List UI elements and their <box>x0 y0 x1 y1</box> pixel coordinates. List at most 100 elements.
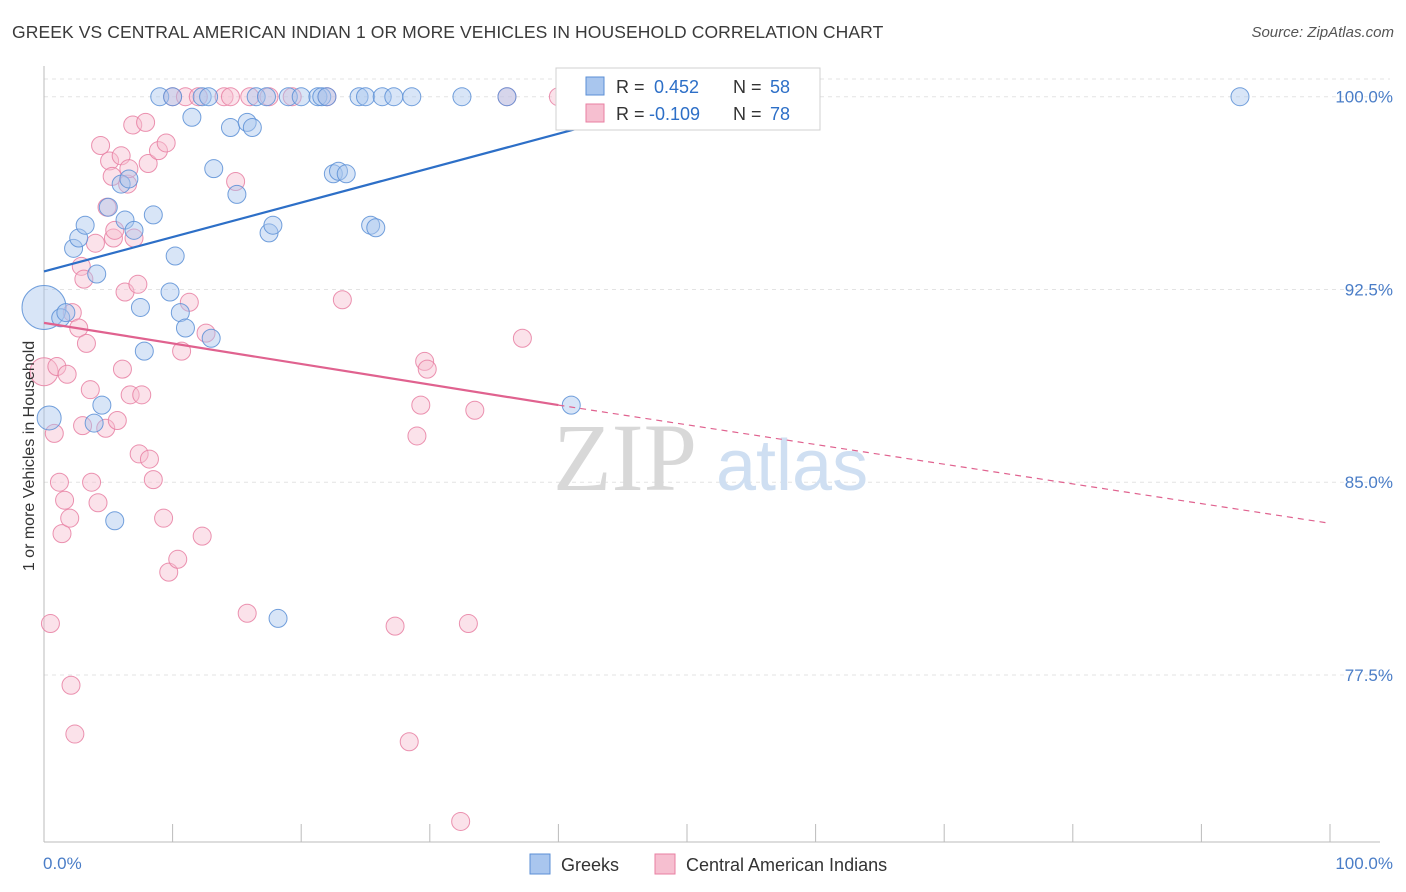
bottom-legend-swatch-greeks <box>529 853 551 875</box>
axes-layer: 77.5% 85.0% 92.5% 100.0% 0.0% 100.0% <box>43 66 1393 873</box>
point-central-american-indians <box>415 351 435 371</box>
point-greeks <box>130 297 150 317</box>
point-central-american-indians <box>57 364 77 384</box>
legend-n-label-greeks: N = <box>733 77 767 97</box>
point-central-american-indians <box>156 133 176 153</box>
legend-n-value-cai: 78 <box>770 104 790 124</box>
point-central-american-indians <box>220 87 240 107</box>
point-central-american-indians <box>128 274 148 294</box>
point-central-american-indians <box>105 220 125 240</box>
point-greeks <box>291 87 311 107</box>
point-greeks <box>192 87 212 107</box>
bottom-legend-label-cai: Central American Indians <box>686 855 887 875</box>
point-central-american-indians <box>196 323 216 343</box>
point-greeks <box>51 308 71 328</box>
point-greeks <box>384 87 404 107</box>
point-central-american-indians <box>154 508 174 528</box>
point-central-american-indians <box>119 159 139 179</box>
point-central-american-indians <box>40 614 60 634</box>
point-greeks <box>170 303 190 323</box>
point-central-american-indians <box>143 470 163 490</box>
point-central-american-indians <box>85 233 105 253</box>
point-greeks <box>105 511 125 531</box>
point-central-american-indians <box>458 614 478 634</box>
point-central-american-indians <box>411 395 431 415</box>
point-central-american-indians <box>214 87 234 107</box>
point-central-american-indians <box>240 87 260 107</box>
point-central-american-indians <box>55 490 75 510</box>
legend-n-value-greeks: 58 <box>770 77 790 97</box>
point-central-american-indians <box>76 333 96 353</box>
watermark-zip: ZIP <box>553 404 697 511</box>
point-greeks <box>160 282 180 302</box>
point-greeks <box>75 215 95 235</box>
stats-legend: R = 0.452 N = 58 R = -0.109 N = 78 <box>555 67 821 131</box>
point-greeks <box>242 118 262 138</box>
point-greeks <box>263 215 283 235</box>
legend-n-label-cai: N = <box>733 104 767 124</box>
point-greeks <box>366 218 386 238</box>
point-greeks <box>361 215 381 235</box>
point-central-american-indians <box>49 472 69 492</box>
point-central-american-indians <box>91 136 111 156</box>
point-central-american-indians <box>100 151 120 171</box>
point-greeks <box>312 87 332 107</box>
point-central-american-indians <box>29 357 59 387</box>
trend-extension-central-american-indians <box>558 404 1331 524</box>
point-central-american-indians <box>399 732 419 752</box>
point-greeks <box>452 87 472 107</box>
point-central-american-indians <box>139 449 159 469</box>
chart-title: GREEK VS CENTRAL AMERICAN INDIAN 1 OR MO… <box>12 22 884 42</box>
point-central-american-indians <box>407 426 427 446</box>
point-greeks <box>349 87 369 107</box>
point-central-american-indians <box>385 616 405 636</box>
point-central-american-indians <box>138 154 158 174</box>
legend-r-value-greeks: 0.452 <box>654 77 699 97</box>
y-tick-label: 77.5% <box>1345 666 1393 685</box>
grid-layer <box>44 78 1390 676</box>
point-central-american-indians <box>61 675 81 695</box>
point-central-american-indians <box>465 400 485 420</box>
point-central-american-indians <box>47 357 67 377</box>
point-greeks <box>165 246 185 266</box>
point-central-american-indians <box>82 472 102 492</box>
point-central-american-indians <box>451 811 471 831</box>
point-greeks <box>56 303 76 323</box>
bottom-legend-label-greeks: Greeks <box>561 855 619 875</box>
bottom-legend: Greeks Central American Indians <box>529 853 887 875</box>
point-central-american-indians <box>52 524 72 544</box>
point-greeks <box>119 169 139 189</box>
source-credit: Source: ZipAtlas.com <box>1251 24 1394 41</box>
point-central-american-indians <box>74 269 94 289</box>
legend-r-label-greeks: R = <box>616 77 650 97</box>
x-tick-label-max: 100.0% <box>1335 854 1393 873</box>
point-central-american-indians <box>107 411 127 431</box>
point-greeks <box>220 118 240 138</box>
point-greeks <box>246 87 266 107</box>
point-greeks <box>1230 87 1250 107</box>
point-greeks <box>201 328 221 348</box>
y-tick-label: 100.0% <box>1335 88 1393 107</box>
point-central-american-indians <box>103 228 123 248</box>
point-greeks <box>87 264 107 284</box>
point-greeks <box>36 405 62 431</box>
x-tick-label-min: 0.0% <box>43 854 82 873</box>
point-greeks <box>134 341 154 361</box>
bottom-legend-swatch-cai <box>654 853 676 875</box>
point-greeks <box>124 220 144 240</box>
point-greeks <box>356 87 375 107</box>
point-central-american-indians <box>417 359 437 379</box>
legend-r-label-cai: R = <box>616 104 650 124</box>
y-axis-label: 1 or more Vehicles in Household <box>21 341 38 571</box>
point-greeks <box>199 87 219 107</box>
point-central-american-indians <box>120 385 140 405</box>
point-greeks <box>163 87 183 107</box>
point-central-american-indians <box>237 603 257 623</box>
point-central-american-indians <box>148 141 168 161</box>
point-greeks <box>561 395 581 415</box>
point-central-american-indians <box>332 290 352 310</box>
point-greeks <box>175 318 195 338</box>
point-greeks <box>336 164 356 184</box>
point-central-american-indians <box>112 359 132 379</box>
